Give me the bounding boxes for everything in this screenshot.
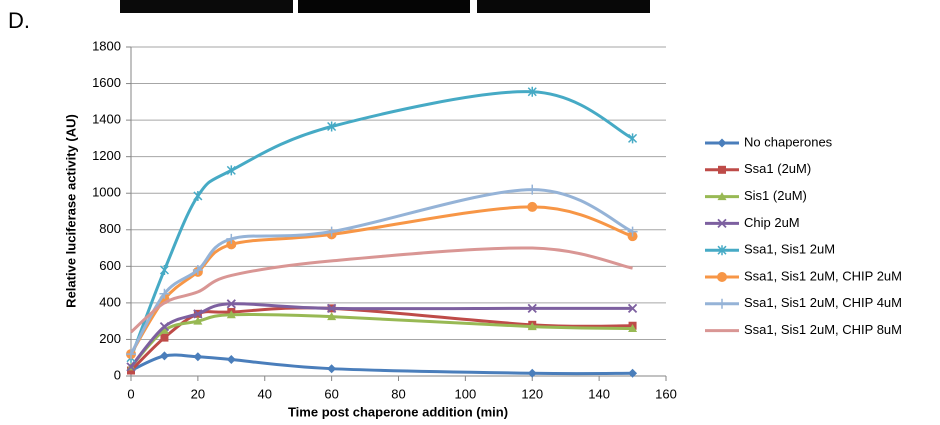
legend-label: Sis1 (2uM) xyxy=(744,188,807,203)
marker xyxy=(326,226,337,237)
marker xyxy=(628,323,638,332)
y-tick-label: 0 xyxy=(114,367,121,382)
marker xyxy=(627,303,638,314)
series-line xyxy=(129,188,634,355)
marker xyxy=(717,138,727,148)
x-tick-label: 160 xyxy=(655,386,677,401)
marker xyxy=(326,303,337,314)
marker xyxy=(226,355,236,365)
x-tick-label: 40 xyxy=(258,386,272,401)
legend-label: Ssa1, Sis1 2uM, CHIP 2uM xyxy=(744,268,902,283)
marker xyxy=(159,288,170,299)
y-tick-label: 600 xyxy=(99,258,121,273)
y-tick-label: 200 xyxy=(99,331,121,346)
marker xyxy=(327,312,337,321)
y-tick-label: 1000 xyxy=(92,185,121,200)
series-line xyxy=(130,353,633,376)
marker xyxy=(159,351,169,361)
y-tick-label: 1800 xyxy=(92,38,121,53)
legend-label: Chip 2uM xyxy=(744,215,800,230)
marker xyxy=(627,226,638,237)
marker xyxy=(628,368,638,378)
marker xyxy=(527,184,538,195)
marker xyxy=(527,322,537,331)
series-line xyxy=(129,246,633,334)
x-tick-label: 140 xyxy=(588,386,610,401)
x-tick-label: 0 xyxy=(127,386,134,401)
image-strip xyxy=(120,0,293,13)
legend-label: Ssa1, Sis1 2uM, CHIP 4uM xyxy=(744,295,902,310)
legend-label: Ssa1, Sis1 2uM xyxy=(744,242,835,257)
x-axis-label: Time post chaperone addition (min) xyxy=(288,404,508,419)
marker xyxy=(193,352,203,362)
legend-label: Ssa1 (2uM) xyxy=(744,161,811,176)
marker xyxy=(717,218,727,229)
y-tick-label: 1400 xyxy=(92,112,121,127)
marker xyxy=(717,272,727,282)
x-tick-label: 80 xyxy=(391,386,405,401)
marker xyxy=(126,349,136,360)
x-tick-label: 20 xyxy=(191,386,205,401)
marker xyxy=(226,233,237,244)
marker xyxy=(327,364,337,374)
image-strip xyxy=(298,0,470,13)
series-line xyxy=(129,205,634,355)
y-tick-label: 1600 xyxy=(92,75,121,90)
image-strip xyxy=(477,0,650,13)
panel-label: D. xyxy=(8,8,30,33)
marker xyxy=(159,322,170,332)
marker xyxy=(159,325,169,334)
marker xyxy=(193,190,203,201)
marker xyxy=(527,201,538,212)
y-tick-label: 400 xyxy=(99,294,121,309)
x-tick-label: 60 xyxy=(324,386,338,401)
marker xyxy=(160,333,169,342)
marker xyxy=(527,303,537,314)
y-tick-label: 1200 xyxy=(92,148,121,163)
marker xyxy=(527,368,537,378)
x-tick-label: 120 xyxy=(521,386,543,401)
marker xyxy=(226,299,236,309)
marker xyxy=(717,245,727,256)
marker xyxy=(193,309,203,319)
marker xyxy=(717,298,727,309)
marker xyxy=(159,264,169,275)
marker xyxy=(127,366,135,375)
marker xyxy=(628,133,638,144)
legend-label: Ssa1, Sis1 2uM, CHIP 8uM xyxy=(744,322,902,337)
series-line xyxy=(129,312,633,368)
marker xyxy=(226,310,236,319)
marker xyxy=(327,121,337,132)
y-axis-label: Relative luciferase activity (AU) xyxy=(63,114,78,308)
marker xyxy=(192,264,203,275)
marker xyxy=(226,165,236,176)
marker xyxy=(193,316,203,325)
marker xyxy=(226,239,237,250)
marker xyxy=(718,165,726,174)
marker xyxy=(527,86,537,97)
y-tick-label: 800 xyxy=(99,221,121,236)
legend-label: No chaperones xyxy=(744,134,833,149)
marker xyxy=(717,192,727,201)
marker xyxy=(126,362,136,372)
x-tick-label: 100 xyxy=(455,386,477,401)
